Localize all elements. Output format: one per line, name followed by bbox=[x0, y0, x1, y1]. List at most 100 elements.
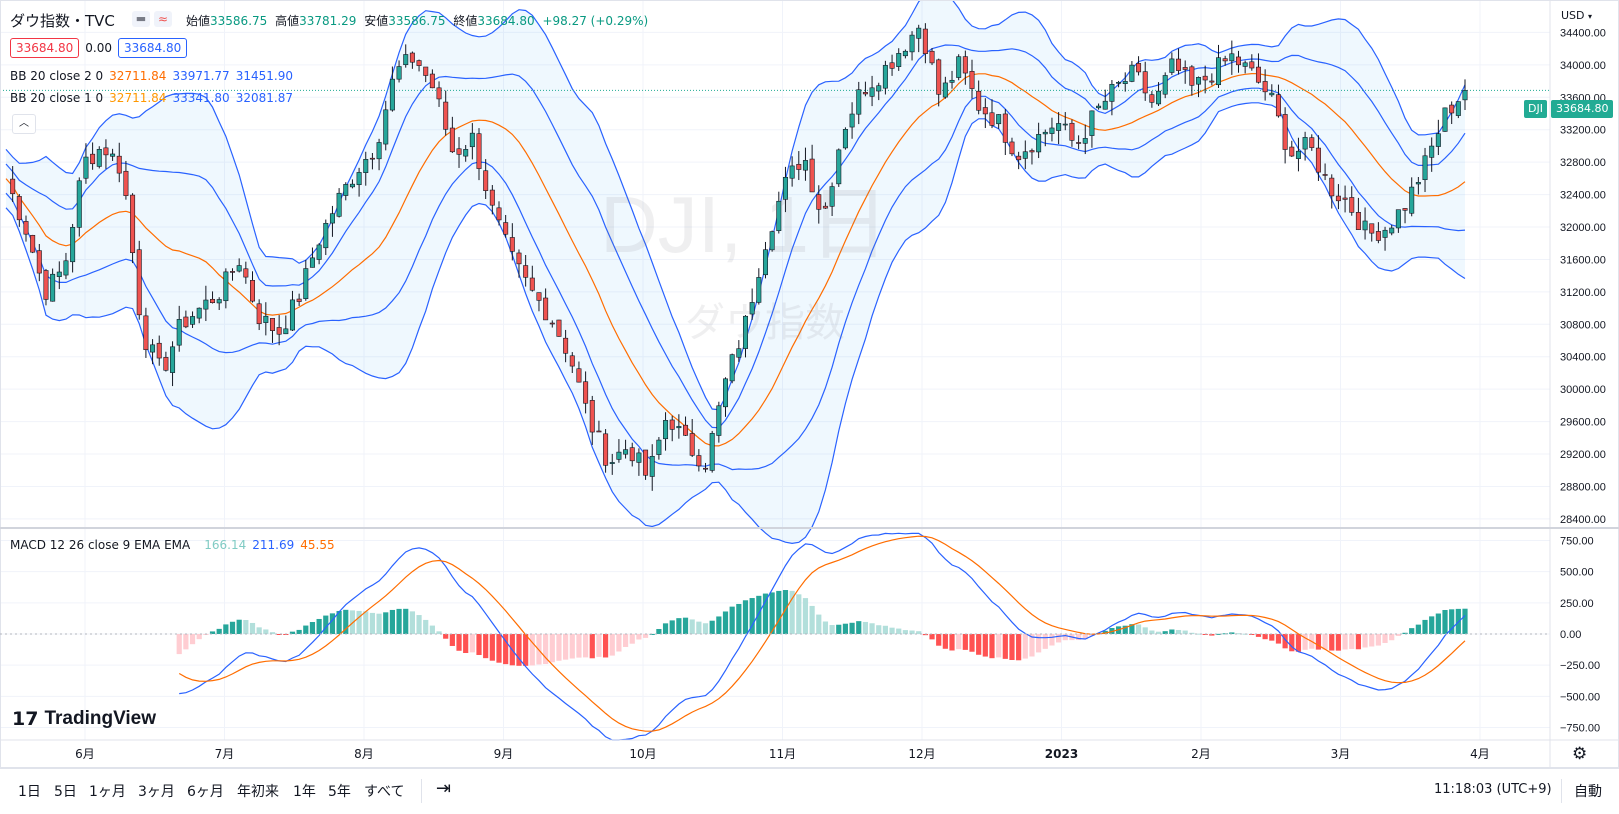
macd-histogram-bar bbox=[269, 632, 276, 634]
macd-histogram-bar bbox=[856, 621, 862, 634]
macd-histogram-bar bbox=[1269, 634, 1275, 641]
macd-histogram-bar bbox=[1009, 634, 1015, 661]
chart-canvas[interactable]: 34400.0034000.0033600.0033200.0032800.00… bbox=[0, 0, 1619, 768]
candle-body bbox=[869, 87, 875, 97]
candle-body bbox=[1249, 61, 1255, 69]
candle-body bbox=[70, 227, 76, 263]
macd-histogram-bar bbox=[729, 606, 735, 634]
price-tick-label: 32400.00 bbox=[1560, 190, 1606, 202]
timeframe-3m[interactable]: 3ヶ月 bbox=[138, 784, 175, 800]
macd-histogram-bar bbox=[363, 611, 369, 634]
symbol-title[interactable]: ダウ指数・TVC bbox=[10, 12, 115, 30]
candle-body bbox=[636, 452, 642, 463]
macd-histogram-bar bbox=[1189, 632, 1195, 634]
macd-histogram-bar bbox=[1056, 634, 1062, 643]
candle-body bbox=[170, 346, 176, 373]
candle-body bbox=[856, 89, 862, 115]
price-tick-label: 30400.00 bbox=[1560, 352, 1606, 364]
candle-body bbox=[136, 249, 142, 316]
candle-body bbox=[103, 147, 109, 156]
price-tick-label: 34400.00 bbox=[1560, 27, 1606, 39]
collapse-legend-button[interactable]: ︿ bbox=[12, 114, 36, 134]
candle-body bbox=[569, 355, 575, 367]
macd-histogram-bar bbox=[642, 634, 649, 638]
compare-icon[interactable]: ≈ bbox=[154, 11, 172, 27]
timeframe-6m[interactable]: 6ヶ月 bbox=[187, 784, 224, 800]
macd-histogram-bar bbox=[429, 625, 435, 634]
time-tick-label: 6月 bbox=[75, 747, 95, 761]
candle-body bbox=[76, 180, 82, 228]
tradingview-logo[interactable]: 17 TradingView bbox=[12, 708, 156, 730]
macd-histogram-bar bbox=[1142, 627, 1148, 634]
timeframe-all[interactable]: すべて bbox=[364, 784, 405, 800]
ask-box[interactable]: 33684.80 bbox=[117, 38, 188, 58]
candle-body bbox=[1116, 82, 1122, 84]
bb2-legend[interactable]: BB 20 close 2 0 32711.84 33971.77 31451.… bbox=[10, 69, 293, 83]
currency-label[interactable]: USD ▾ bbox=[1561, 9, 1592, 22]
candle-body bbox=[1202, 75, 1208, 81]
candle-body bbox=[296, 298, 302, 302]
candle-body bbox=[163, 357, 169, 371]
macd-histogram-bar bbox=[1315, 634, 1322, 650]
bid-box[interactable]: 33684.80 bbox=[10, 38, 80, 58]
macd-histogram-bar bbox=[1415, 624, 1421, 634]
timeframe-5y[interactable]: 5年 bbox=[328, 784, 351, 800]
macd-legend[interactable]: MACD 12 26 close 9 EMA EMA 166.14 211.69… bbox=[10, 538, 335, 552]
candle-body bbox=[1322, 174, 1328, 176]
candle-body bbox=[476, 133, 482, 169]
timeframe-1d[interactable]: 1日 bbox=[18, 784, 41, 800]
auto-scale-button[interactable]: 自動 bbox=[1574, 784, 1602, 800]
candle-body bbox=[676, 426, 682, 429]
macd-histogram-bar bbox=[496, 634, 502, 663]
candle-body bbox=[489, 189, 495, 206]
candle-body bbox=[1069, 122, 1075, 141]
candle-body bbox=[882, 65, 888, 89]
candle-body bbox=[742, 315, 748, 349]
candle-body bbox=[902, 50, 908, 57]
candle-body bbox=[283, 328, 289, 335]
bb2-label: BB 20 close 2 0 bbox=[10, 69, 104, 83]
signal-value: 45.55 bbox=[300, 538, 335, 552]
price-tick-label: 29600.00 bbox=[1560, 417, 1606, 429]
macd-histogram-bar bbox=[962, 634, 968, 650]
clock[interactable]: 11:18:03 (UTC+9) bbox=[1434, 782, 1552, 797]
macd-histogram-bar bbox=[323, 615, 329, 634]
close-label: 終値 bbox=[453, 14, 478, 28]
date-range-icon[interactable]: ⇥ bbox=[436, 778, 452, 799]
macd-histogram-bar bbox=[369, 612, 376, 634]
price-tick-label: 32000.00 bbox=[1560, 222, 1606, 234]
candle-body bbox=[449, 127, 455, 153]
macd-histogram-bar bbox=[916, 631, 922, 634]
candle-body bbox=[483, 170, 489, 191]
candle-body bbox=[16, 196, 22, 221]
macd-histogram-bar bbox=[1089, 634, 1095, 636]
macd-histogram-bar bbox=[569, 634, 575, 659]
time-tick-label: 12月 bbox=[908, 747, 935, 761]
macd-histogram-bar bbox=[276, 634, 282, 635]
macd-histogram-bar bbox=[383, 612, 389, 634]
macd-histogram-bar bbox=[1322, 634, 1328, 650]
candle-body bbox=[756, 277, 762, 303]
candle-body bbox=[1275, 94, 1281, 117]
currency-text: USD bbox=[1561, 9, 1585, 22]
settings-button[interactable]: ⚙ bbox=[1572, 744, 1587, 764]
candle-body bbox=[1462, 90, 1468, 101]
macd-histogram-bar bbox=[922, 634, 928, 636]
timeframe-1y[interactable]: 1年 bbox=[293, 784, 316, 800]
hide-icon[interactable]: ▬ bbox=[132, 11, 150, 27]
candle-body bbox=[703, 467, 709, 470]
macd-histogram-bar bbox=[189, 634, 196, 645]
timeframe-1m[interactable]: 1ヶ月 bbox=[89, 784, 126, 800]
candle-body bbox=[423, 66, 429, 76]
timeframe-5d[interactable]: 5日 bbox=[54, 784, 77, 800]
bb1-legend[interactable]: BB 20 close 1 0 32711.84 33341.80 32081.… bbox=[10, 91, 293, 105]
timeframe-ytd[interactable]: 年初来 bbox=[237, 784, 279, 800]
macd-histogram-bar bbox=[976, 634, 982, 655]
candle-body bbox=[90, 153, 96, 165]
candle-body bbox=[836, 149, 842, 185]
candle-body bbox=[1076, 142, 1082, 144]
candle-body bbox=[623, 449, 629, 455]
macd-histogram-bar bbox=[1395, 634, 1401, 636]
candle-body bbox=[363, 159, 369, 173]
bb2-lower: 31451.90 bbox=[235, 69, 293, 83]
